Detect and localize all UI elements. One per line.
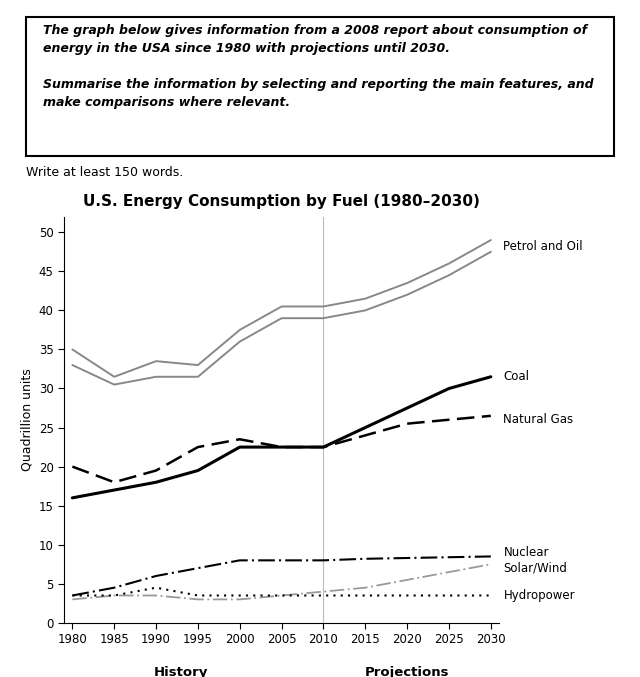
Text: The graph below gives information from a 2008 report about consumption of
energy: The graph below gives information from a… (44, 24, 594, 109)
Text: Nuclear: Nuclear (504, 546, 549, 559)
FancyBboxPatch shape (26, 17, 614, 156)
Text: Natural Gas: Natural Gas (504, 413, 573, 427)
Y-axis label: Quadrillion units: Quadrillion units (20, 368, 33, 471)
Text: Hydropower: Hydropower (504, 589, 575, 602)
Title: U.S. Energy Consumption by Fuel (1980–2030): U.S. Energy Consumption by Fuel (1980–20… (83, 194, 480, 209)
Text: Petrol and Oil: Petrol and Oil (504, 240, 583, 253)
Text: Coal: Coal (504, 370, 529, 383)
Text: Write at least 150 words.: Write at least 150 words. (26, 166, 183, 179)
Text: Solar/Wind: Solar/Wind (504, 562, 567, 575)
Text: History: History (154, 665, 209, 677)
Text: Projections: Projections (365, 665, 449, 677)
